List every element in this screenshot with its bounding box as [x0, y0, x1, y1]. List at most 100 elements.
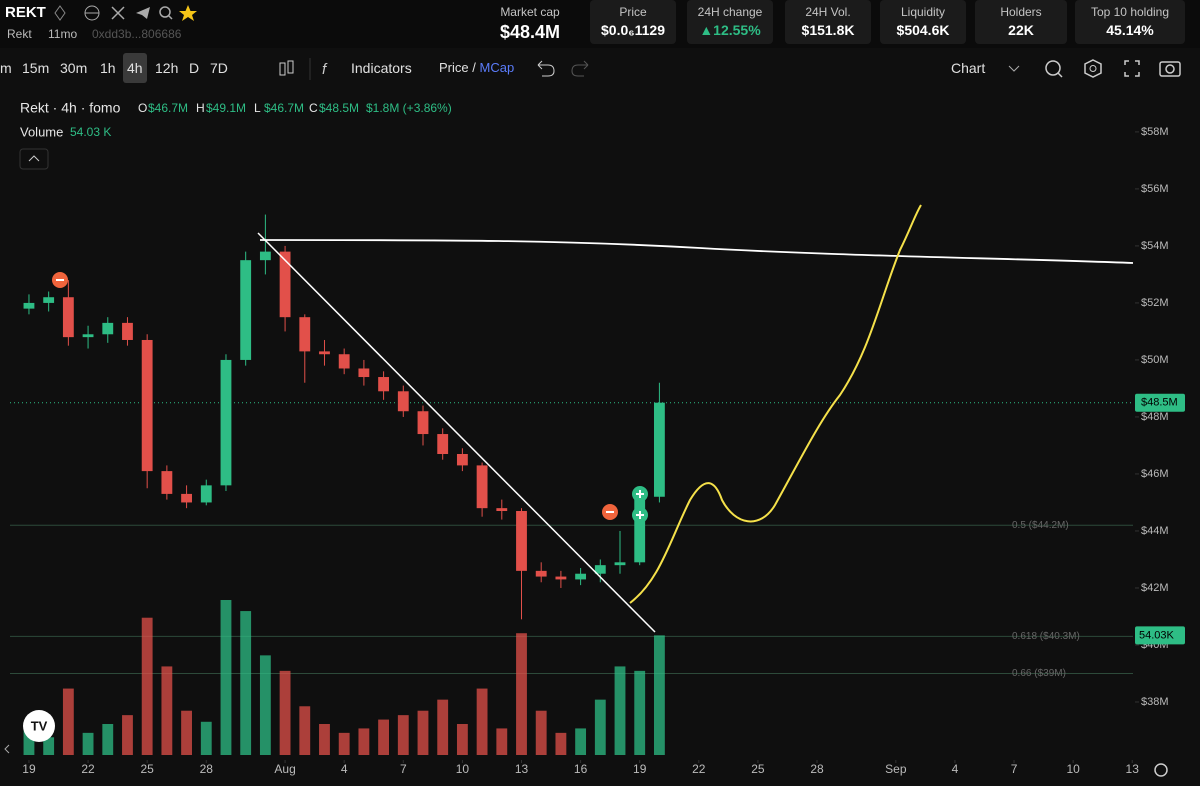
candle-body — [299, 317, 311, 352]
stat: 24H Vol. $151.8K — [785, 0, 871, 44]
candle-body — [220, 359, 232, 486]
volume-bar — [181, 710, 192, 755]
price-badge — [1135, 393, 1185, 412]
y-tick-label: $48M — [1141, 411, 1169, 423]
mcap-toggle[interactable]: MCap — [479, 60, 515, 75]
interval-button[interactable]: 4h — [123, 53, 147, 83]
level-label: 0.618 ($40.3M) — [1012, 631, 1080, 642]
collapse-button[interactable] — [19, 148, 49, 170]
legend-key: H — [196, 101, 205, 115]
interval-button[interactable]: 15m — [22, 60, 50, 76]
projection-curve — [629, 204, 922, 604]
candle-body — [535, 570, 547, 577]
stat-value: 22K — [1008, 22, 1034, 38]
candle-body — [437, 434, 449, 454]
candle-body — [338, 354, 350, 369]
stat-label: Price — [619, 5, 647, 19]
candle-body — [122, 322, 133, 340]
candle-body — [141, 339, 153, 472]
x-tick-label: 28 — [810, 762, 824, 776]
volume-bar — [594, 699, 606, 755]
candle-body — [200, 485, 212, 503]
volume-badge — [1135, 626, 1185, 645]
price-mcap-toggle[interactable]: Price / MCap — [439, 60, 514, 75]
volume-bar — [555, 732, 567, 755]
candle-body — [496, 508, 508, 512]
volume-bar — [102, 724, 114, 755]
legend-title: Rekt · 4h · fomo — [20, 100, 121, 116]
x-tick-label: 4 — [341, 762, 348, 776]
volume-bar — [141, 617, 153, 755]
y-tick-label: $46M — [1141, 468, 1169, 480]
token-age: 11mo — [48, 27, 78, 41]
stat: 24H change ▲12.55% — [687, 0, 773, 44]
levels: 0.5 ($44.2M) 0.618 ($40.3M) 0.66 ($39M) — [10, 402, 1133, 679]
legend-ohlc: O $46.7M H $49.1M L $46.7M C $48.5M — [138, 101, 359, 115]
chart-type-button[interactable]: Chart — [951, 60, 986, 76]
y-tick-label: $52M — [1141, 297, 1169, 309]
interval-button[interactable]: 12h — [155, 60, 179, 76]
volume-label: Volume — [20, 124, 63, 139]
x-tick-label: 7 — [1011, 762, 1018, 776]
stat-value: $151.8K — [801, 22, 855, 38]
candle-body — [634, 496, 646, 563]
token-address[interactable]: 0xdd3b...806686 — [92, 27, 182, 41]
price-toggle[interactable]: Price — [439, 60, 469, 75]
volume-bar — [23, 728, 35, 755]
volume-bar — [82, 732, 94, 755]
interval-button[interactable]: 30m — [60, 60, 88, 76]
volume-bar — [43, 737, 55, 755]
volume-bar — [378, 719, 390, 755]
x-tick-label: 7 — [400, 762, 407, 776]
legend-change: $1.8M (+3.86%) — [366, 101, 452, 115]
candles — [23, 214, 665, 620]
candle-body — [23, 302, 35, 309]
toolbar-icons: f — [279, 58, 328, 80]
svg-text:f: f — [322, 61, 328, 78]
volume-bar — [456, 724, 468, 755]
interval-button[interactable]: m — [0, 60, 12, 76]
x-tick-label: 19 — [633, 762, 647, 776]
volume-bar — [319, 724, 330, 755]
volume-bar — [299, 706, 311, 755]
candle-body — [319, 351, 330, 355]
candle-body — [456, 453, 468, 466]
volume-bar — [161, 666, 173, 755]
symbol: REKT — [5, 4, 46, 21]
y-tick-label: $38M — [1141, 696, 1169, 708]
candle-body — [397, 391, 409, 412]
candle-body — [62, 297, 74, 338]
stat: Price $0.0₆1129 — [590, 0, 676, 44]
resistance-line — [259, 239, 1134, 264]
candle-body — [102, 322, 114, 335]
interval-button[interactable]: 7D — [210, 60, 228, 76]
volume-bar — [614, 666, 626, 755]
interval-button[interactable]: D — [189, 60, 200, 76]
volume-bar — [417, 710, 429, 755]
collapse-icon — [28, 155, 40, 162]
stat-label: Holders — [1000, 5, 1042, 19]
top-bar: REKT Rekt 11mo 0xdd3b...806686 Market ca… — [0, 0, 1200, 48]
x-tick-label: 4 — [952, 762, 959, 776]
stat: Top 10 holding 45.14% — [1075, 0, 1185, 44]
y-tick-label: $44M — [1141, 525, 1169, 537]
token-name: Rekt — [7, 27, 32, 41]
x-tick-label: 19 — [22, 762, 36, 776]
scroll-left[interactable] — [4, 744, 10, 754]
volume-bar — [535, 710, 547, 755]
candle-body — [82, 334, 94, 338]
y-tick-label: $50M — [1141, 354, 1169, 366]
candle-body — [575, 573, 587, 580]
candle-body — [555, 576, 567, 580]
indicators-button[interactable]: Indicators — [351, 60, 412, 76]
volume-badge-label: 54.03K — [1139, 629, 1175, 641]
stat: Holders 22K — [975, 0, 1067, 44]
volume-bar — [476, 688, 488, 755]
legend-value: $46.7M — [264, 101, 304, 115]
interval-button[interactable]: 1h — [100, 60, 116, 76]
volume-bar — [200, 721, 212, 755]
settings-icon[interactable] — [1154, 763, 1168, 777]
candle-body — [181, 493, 192, 503]
tv-logo[interactable] — [23, 710, 55, 742]
